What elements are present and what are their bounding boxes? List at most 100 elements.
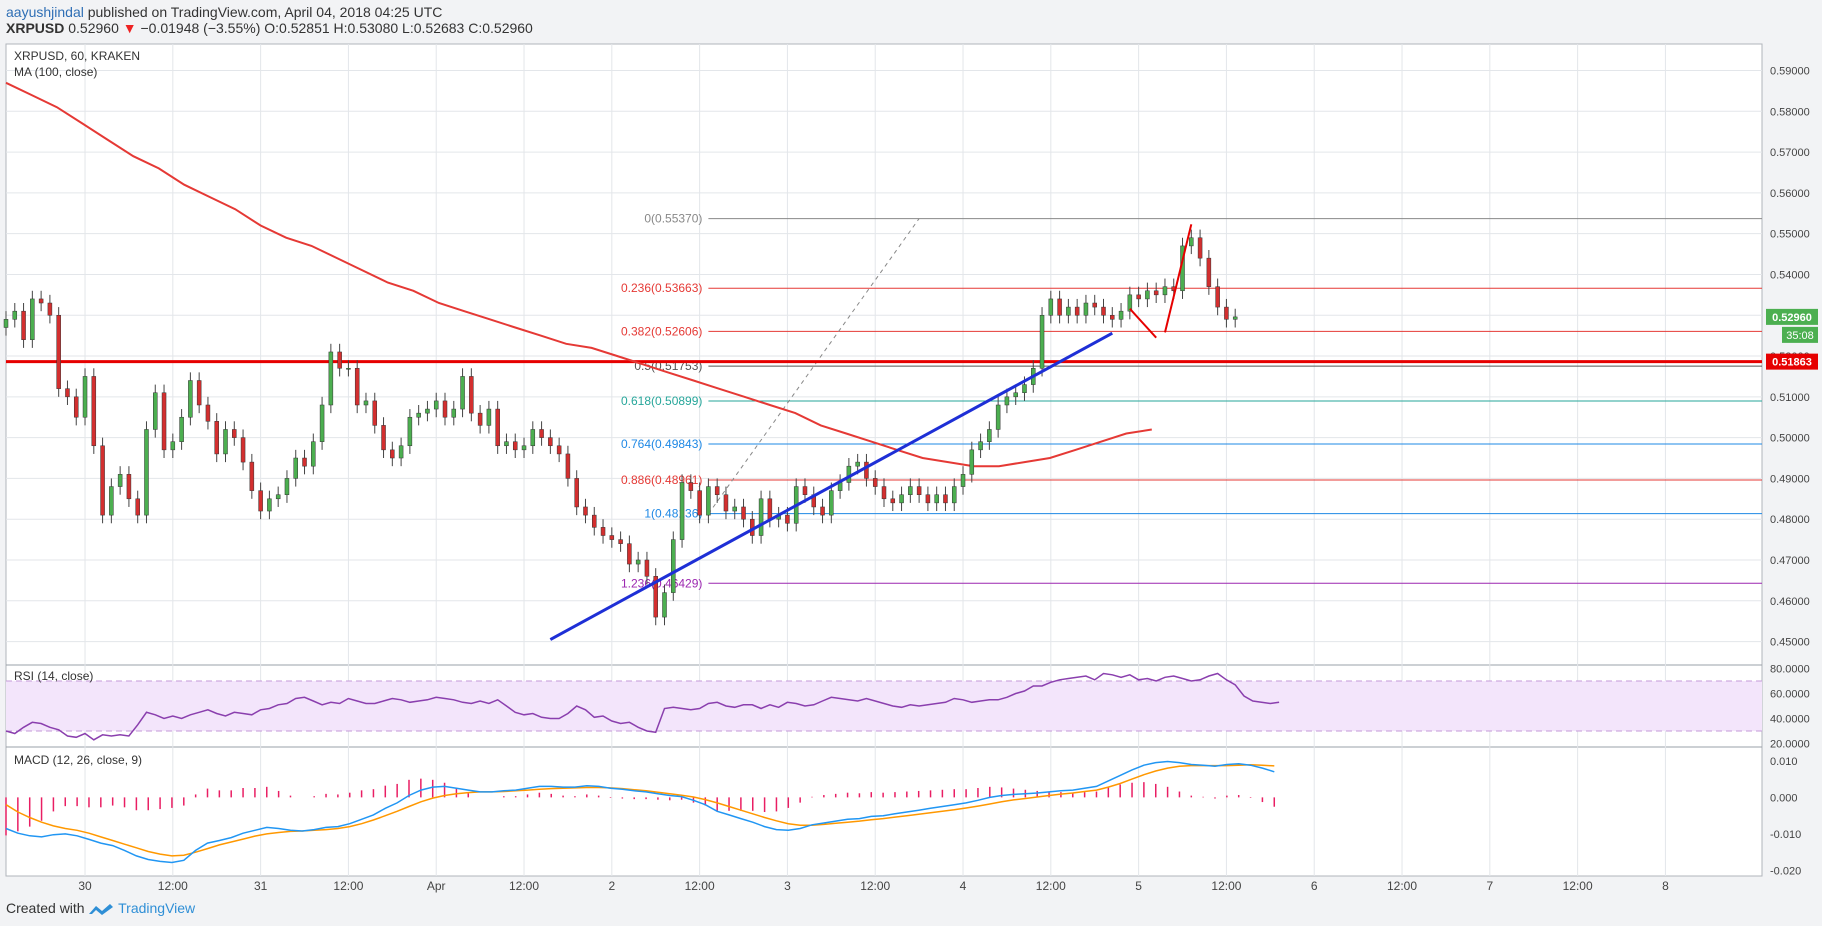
candle-body: [758, 498, 764, 536]
candle-body: [47, 302, 53, 316]
candle-body: [1057, 298, 1062, 316]
author-link[interactable]: aayushjindal: [6, 4, 84, 20]
x-tick-label: 12:00: [509, 879, 539, 893]
x-tick-label: 12:00: [158, 879, 188, 893]
rsi-line: [5, 672, 1280, 741]
x-tick-label: 12:00: [1563, 879, 1593, 893]
candle-body: [706, 486, 711, 516]
candle-body: [1022, 384, 1027, 393]
candle-body: [802, 486, 808, 495]
main-legend: XRPUSD, 60, KRAKEN: [14, 49, 140, 63]
low-value: 0.52683: [413, 20, 465, 36]
candle-body: [30, 298, 35, 340]
candle-body: [644, 559, 650, 577]
countdown-tag-bg: [1782, 326, 1818, 343]
candle-body: [1215, 286, 1220, 308]
candle-body: [311, 441, 316, 467]
y-tick-label: 0.58000: [1770, 106, 1810, 118]
candle-body: [328, 351, 334, 406]
macd-tick-label: -0.010: [1770, 829, 1801, 841]
x-tick-label: 12:00: [1387, 879, 1417, 893]
price-change: −0.01948 (−3.55%): [140, 20, 261, 36]
candle-body: [1092, 302, 1097, 308]
x-tick-label: 7: [1486, 879, 1493, 893]
grid: [6, 44, 1762, 876]
fib-level-label: 1(0.48136): [644, 507, 702, 521]
candle-body: [592, 514, 597, 528]
candle-body: [679, 482, 685, 540]
candle-body: [1127, 294, 1133, 312]
countdown-tag: 35:08: [1786, 330, 1814, 342]
candle-body: [899, 494, 904, 504]
candle-body: [881, 486, 887, 500]
candle-body: [153, 392, 158, 430]
candle-body: [433, 400, 439, 410]
candle-body: [1048, 298, 1054, 316]
candle-body: [732, 506, 737, 512]
candle-body: [460, 376, 465, 410]
x-tick-label: 12:00: [1036, 879, 1066, 893]
candle-body: [872, 478, 878, 487]
candle-body: [548, 437, 553, 447]
fib-level-label: 0.764(0.49843): [621, 437, 702, 451]
candle-body: [635, 559, 641, 565]
candle-body: [1101, 306, 1106, 316]
candle-body: [1066, 306, 1071, 316]
y-tick-label: 0.48000: [1770, 514, 1810, 526]
y-tick-label: 0.55000: [1770, 229, 1810, 241]
candle-body: [363, 400, 369, 406]
candle-body: [354, 368, 360, 406]
last-price: 0.52960: [68, 20, 119, 36]
candle-body: [978, 441, 983, 451]
candle-body: [12, 310, 18, 320]
candle-body: [890, 498, 896, 504]
fib-level-label: 0(0.55370): [644, 212, 702, 226]
candle-body: [337, 351, 342, 369]
candle-body: [82, 376, 88, 418]
macd-tick-label: 0.010: [1770, 756, 1798, 768]
candle-body: [504, 441, 509, 447]
candle-body: [864, 461, 869, 479]
chart-header: aayushjindal published on TradingView.co…: [6, 4, 533, 36]
candle-body: [908, 486, 913, 495]
candle-body: [785, 514, 790, 524]
last-price-tag-bg: [1766, 308, 1818, 325]
rsi-pane: RSI (14, close): [5, 669, 1762, 741]
candle-body: [232, 429, 237, 438]
candle-body: [1189, 237, 1194, 247]
candle-body: [829, 490, 834, 516]
fib-level-label: 0.236(0.53663): [621, 281, 702, 295]
candle-body: [161, 392, 167, 451]
candle-body: [1004, 396, 1010, 406]
y-tick-label: 0.54000: [1770, 269, 1810, 281]
candle-body: [179, 416, 184, 442]
macd-line: [5, 760, 1275, 864]
candle-body: [574, 478, 579, 508]
support-price-tag: 0.51863: [1772, 357, 1812, 369]
candle-body: [284, 478, 290, 495]
y-tick-label: 0.51000: [1770, 392, 1810, 404]
tradingview-brand[interactable]: TradingView: [118, 900, 196, 916]
rsi-tick-label: 80.0000: [1770, 664, 1810, 676]
candle-body: [170, 441, 176, 451]
published-text: published on TradingView.com, April 04, …: [87, 4, 443, 20]
candle-body: [855, 461, 860, 467]
candle-body: [1110, 315, 1115, 320]
open-value: 0.52851: [279, 20, 330, 36]
candle-body: [477, 412, 483, 426]
candle-body: [416, 412, 421, 418]
candle-body: [1074, 306, 1080, 316]
candle-body: [600, 527, 606, 536]
candle-body: [319, 404, 325, 442]
candle-body: [372, 400, 378, 426]
x-tick-label: 30: [78, 879, 92, 893]
candle-body: [960, 474, 966, 487]
candle-body: [934, 494, 939, 504]
candle-body: [240, 437, 246, 463]
candle-body: [398, 445, 404, 459]
chart-canvas[interactable]: 0(0.55370) 0.236(0.53663) 0.382(0.52606) 0.…: [0, 28, 1822, 898]
candle-body: [442, 400, 448, 418]
macd-tick-label: 0.000: [1770, 792, 1798, 804]
last-price-tag: 0.52960: [1772, 312, 1812, 324]
x-tick-label: 2: [608, 879, 615, 893]
